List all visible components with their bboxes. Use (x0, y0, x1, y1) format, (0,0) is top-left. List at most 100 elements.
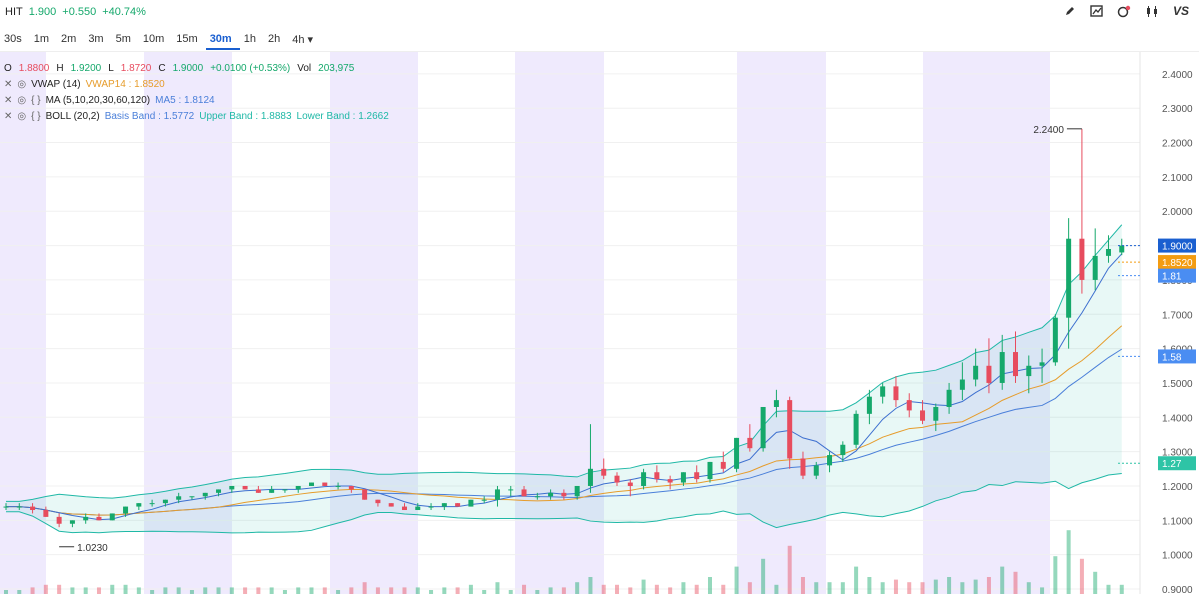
interval-3m[interactable]: 3m (88, 33, 104, 45)
volume-value: 203,975 (318, 63, 355, 74)
price-tick-label: 2.0000 (1162, 207, 1193, 218)
volume-bar (136, 587, 141, 594)
volume-bar (787, 545, 792, 594)
indicator-icon[interactable] (1117, 5, 1131, 18)
candle-body (747, 437, 753, 449)
low-label: L (108, 63, 114, 74)
compare-icon[interactable]: VS (1172, 4, 1189, 18)
candle-body (1119, 245, 1125, 253)
pen-icon[interactable] (1064, 5, 1076, 17)
interval-30m[interactable]: 30m (205, 30, 240, 50)
price-tag-box (1158, 268, 1196, 283)
volume-bar (30, 587, 35, 594)
close-label: C (158, 63, 166, 74)
chart-type-icon[interactable] (1090, 5, 1103, 17)
interval-4h[interactable]: 4h ▾ (292, 34, 314, 46)
candle-body (428, 506, 434, 508)
interval-1m[interactable]: 1m (33, 33, 50, 45)
eye-icon[interactable]: ◎ (17, 95, 27, 106)
price-tag-label: 1.58 (1162, 352, 1182, 363)
candle-body (534, 496, 540, 498)
candle-body (1105, 249, 1111, 256)
volume-bar (243, 587, 248, 594)
interval-10m[interactable]: 10m (142, 33, 165, 45)
candle-body (109, 513, 115, 521)
candle-body (548, 492, 554, 497)
price-tick-label: 0.9000 (1162, 585, 1193, 594)
volume-bar (1066, 530, 1071, 594)
price-tick-label: 1.7000 (1162, 310, 1193, 321)
candle-body (999, 352, 1005, 383)
eye-icon[interactable]: ◎ (17, 111, 27, 122)
close-icon[interactable]: ✕ (4, 79, 13, 90)
close-icon[interactable]: ✕ (4, 95, 13, 106)
ma5-value: MA5 : 1.8124 (155, 95, 215, 106)
vwap-legend-row: ✕ ◎ VWAP (14) VWAP14 : 1.8520 (4, 77, 389, 93)
volume-bar (322, 587, 327, 594)
price-tag-label: 1.27 (1162, 459, 1182, 470)
volume-bar (482, 590, 487, 594)
interval-2m[interactable]: 2m (61, 33, 77, 45)
volume-bar (1119, 584, 1124, 594)
symbol-name[interactable]: HIT (5, 6, 23, 18)
volume-bar (694, 584, 699, 594)
volume-bar (189, 590, 194, 594)
candle-body (242, 485, 248, 490)
price-chart[interactable]: 2.2400 1.0230 2.4000 2.3000 2.2000 2.1000 2.00… (0, 52, 1199, 594)
ma-legend-row: ✕ ◎ { } MA (5,10,20,30,60,120) MA5 : 1.8… (4, 93, 389, 109)
volume-bar (734, 566, 739, 594)
volume-bar (57, 584, 62, 594)
boll-legend-row: ✕ ◎ { } BOLL (20,2) Basis Band : 1.5772 … (4, 109, 389, 125)
candle-body (641, 472, 647, 486)
volume-bar (256, 587, 261, 594)
volume-bar (707, 577, 712, 594)
interval-5m[interactable]: 5m (115, 33, 131, 45)
volume-bar (721, 584, 726, 594)
volume-bar (814, 582, 819, 594)
candle-icon[interactable] (1145, 5, 1159, 18)
candle-body (760, 406, 766, 449)
candle-body (494, 489, 500, 500)
interval-30s[interactable]: 30s (4, 33, 22, 45)
volume-bar (229, 587, 234, 594)
volume-bar (70, 587, 75, 594)
candle-body (561, 492, 567, 497)
volume-label: Vol (297, 63, 312, 74)
vwap-name: VWAP (14) (31, 79, 81, 90)
volume-bar (389, 587, 394, 594)
candle-body (1092, 255, 1098, 280)
volume-bar (362, 582, 367, 594)
candle-body (1079, 238, 1085, 280)
interval-15m[interactable]: 15m (176, 33, 198, 45)
candle-body (521, 489, 527, 497)
candle-body (508, 489, 514, 491)
candle-body (189, 496, 195, 498)
close-icon[interactable]: ✕ (4, 111, 13, 122)
volume-bar (442, 587, 447, 594)
candle-body (282, 489, 288, 491)
volume-bar (1000, 566, 1005, 594)
candle-body (481, 499, 487, 501)
eye-icon[interactable]: ◎ (17, 79, 27, 90)
volume-bar (761, 558, 766, 594)
open-value: 1.8800 (18, 63, 50, 74)
volume-bar (947, 577, 952, 594)
candle-body (30, 506, 36, 511)
price-tick-label: 1.5000 (1162, 379, 1193, 390)
volume-bar (17, 590, 22, 594)
candle-body (827, 455, 833, 466)
price-tick-label: 2.3000 (1162, 104, 1193, 115)
interval-2h[interactable]: 2h (267, 33, 281, 45)
candle-body (654, 472, 660, 480)
settings-icon[interactable]: { } (31, 95, 41, 106)
interval-1h[interactable]: 1h (243, 33, 256, 45)
candle-body (720, 461, 726, 469)
price-tag-label: 1.9000 (1162, 242, 1193, 253)
candle-body (734, 437, 740, 469)
settings-icon[interactable]: { } (31, 111, 41, 122)
volume-bar (4, 590, 8, 594)
candle-body (149, 503, 155, 505)
volume-bar (615, 584, 620, 594)
high-annotation: 2.2400 (1033, 125, 1064, 136)
candle-body (468, 499, 474, 507)
